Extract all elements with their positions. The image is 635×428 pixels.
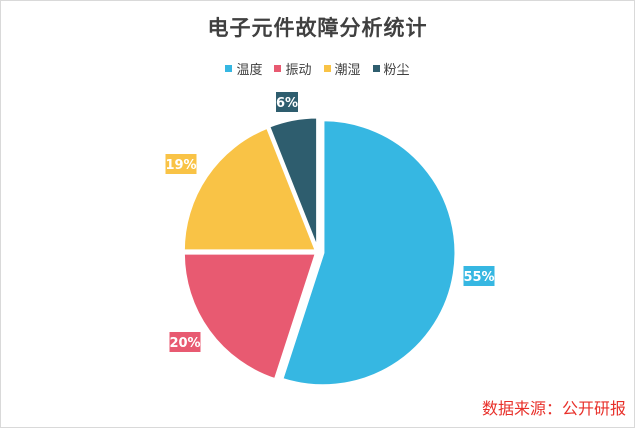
pie-slice-temperature [279,118,458,388]
data-label-humidity: 19% [165,154,197,174]
legend-swatch [372,65,380,72]
data-label-temperature: 55% [463,266,495,286]
pie-slice-vibration [181,251,319,382]
data-label-dust: 6% [276,92,298,112]
chart-title: 电子元件故障分析统计 [207,16,428,40]
svg-text:6%: 6% [276,96,298,111]
legend-label: 粉尘 [383,63,410,78]
svg-text:19%: 19% [165,158,196,173]
legend-swatch [323,65,331,72]
legend-label: 潮湿 [334,63,361,78]
svg-text:55%: 55% [463,270,494,285]
legend-swatch [225,65,233,72]
legend: 温度 振动 潮湿 粉尘 [1,59,634,78]
legend-label: 温度 [236,63,263,78]
legend-swatch [274,65,282,72]
legend-item-vibration: 振动 [274,59,312,78]
legend-item-humidity: 潮湿 [323,59,361,78]
pie-slice-humidity [181,125,319,253]
legend-label: 振动 [285,63,312,78]
data-source: 数据来源：公开研报 [481,399,626,418]
legend-item-dust: 粉尘 [372,59,410,78]
data-label-vibration: 20% [169,332,201,352]
legend-item-temperature: 温度 [225,59,262,78]
pie-slice-dust [266,115,320,251]
svg-text:20%: 20% [169,336,200,351]
